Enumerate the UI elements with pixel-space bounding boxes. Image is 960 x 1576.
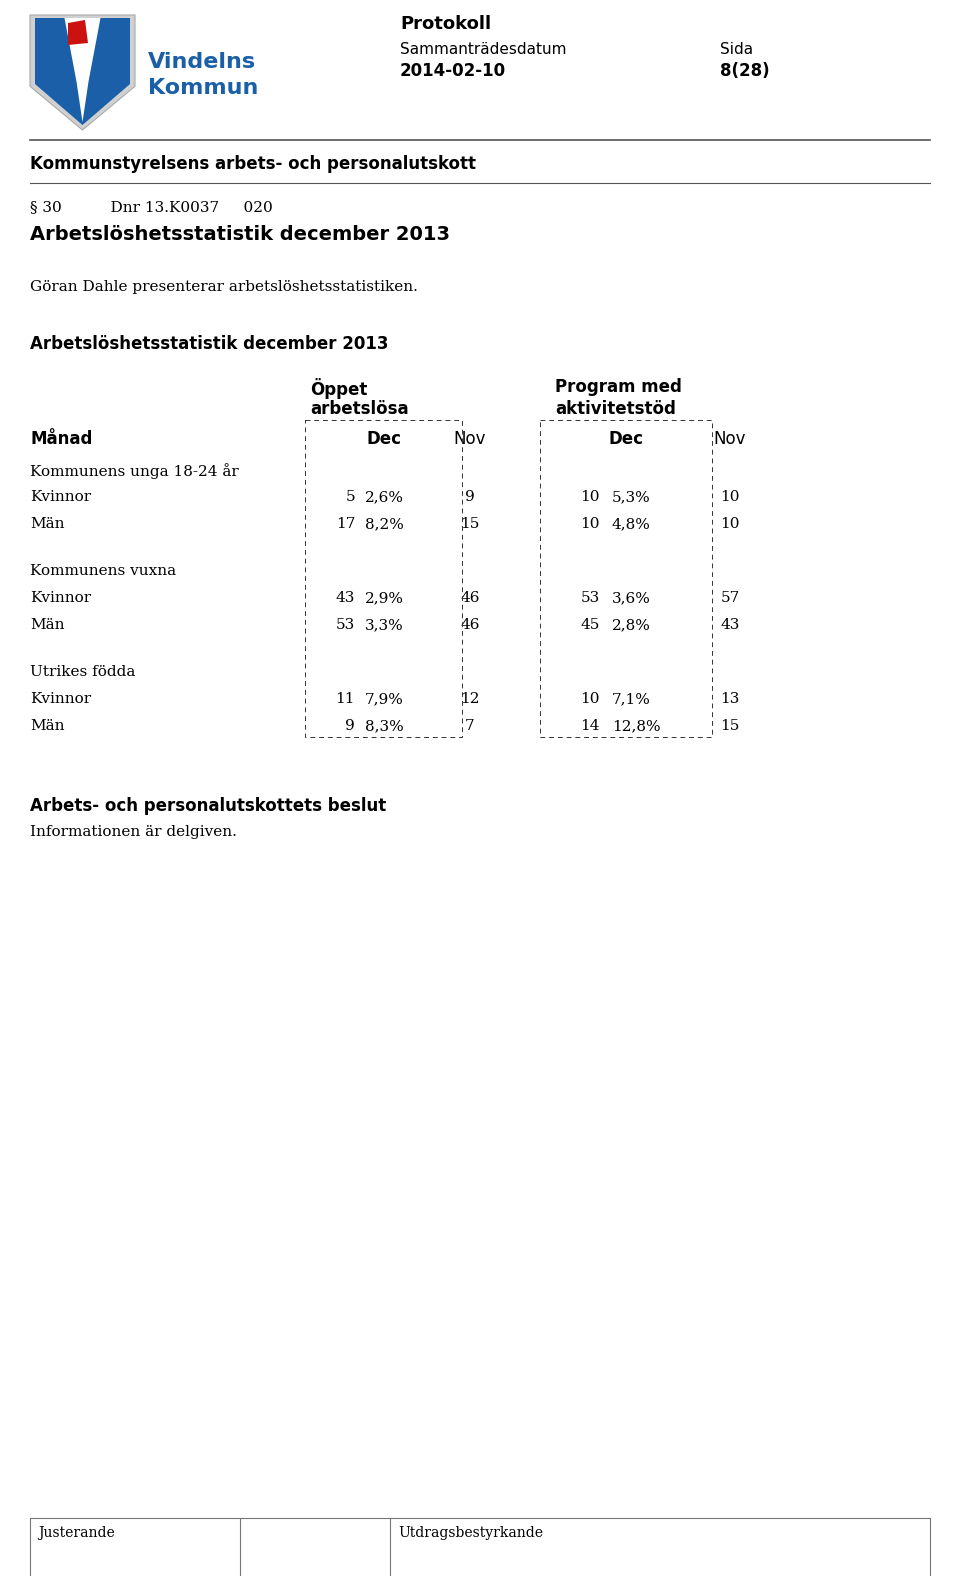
Text: 12,8%: 12,8% [612,719,660,733]
Text: Kvinnor: Kvinnor [30,490,91,504]
Text: Män: Män [30,618,64,632]
Text: Nov: Nov [713,430,746,448]
Text: arbetslösa: arbetslösa [310,400,409,418]
Text: Protokoll: Protokoll [400,16,492,33]
Text: Göran Dahle presenterar arbetslöshetsstatistiken.: Göran Dahle presenterar arbetslöshetssta… [30,281,418,295]
Text: 57: 57 [720,591,739,605]
Text: Kommun: Kommun [148,77,258,98]
Text: 8,3%: 8,3% [365,719,404,733]
Text: 8,2%: 8,2% [365,517,404,531]
Text: 14: 14 [581,719,600,733]
Text: 11: 11 [335,692,355,706]
Text: Öppet: Öppet [310,378,368,399]
Text: 10: 10 [581,490,600,504]
Text: Utrikes födda: Utrikes födda [30,665,135,679]
Text: 8(28): 8(28) [720,61,770,80]
Text: 15: 15 [460,517,480,531]
Text: Kommunstyrelsens arbets- och personalutskott: Kommunstyrelsens arbets- och personaluts… [30,154,476,173]
Text: Kvinnor: Kvinnor [30,692,91,706]
Text: Nov: Nov [454,430,487,448]
Polygon shape [30,16,135,129]
Text: Arbetslöshetsstatistik december 2013: Arbetslöshetsstatistik december 2013 [30,225,450,244]
Circle shape [39,24,65,50]
Text: 43: 43 [720,618,740,632]
Text: 2,9%: 2,9% [365,591,404,605]
Text: 13: 13 [720,692,740,706]
Text: Månad: Månad [30,430,92,448]
Circle shape [39,24,65,50]
Polygon shape [35,17,130,125]
Text: Vindelns: Vindelns [148,52,256,72]
Text: Kommunens unga 18-24 år: Kommunens unga 18-24 år [30,463,239,479]
Text: 9: 9 [346,719,355,733]
Text: 5,3%: 5,3% [612,490,651,504]
Text: 7,1%: 7,1% [612,692,651,706]
Text: 2014-02-10: 2014-02-10 [400,61,506,80]
Text: 10: 10 [581,517,600,531]
Text: 43: 43 [336,591,355,605]
Text: 46: 46 [460,618,480,632]
Text: Justerande: Justerande [38,1526,115,1540]
Text: Informationen är delgiven.: Informationen är delgiven. [30,824,237,838]
Text: 2,8%: 2,8% [612,618,651,632]
Text: Sida: Sida [720,43,754,57]
Text: Program med: Program med [555,378,682,396]
Text: Kvinnor: Kvinnor [30,591,91,605]
Text: 10: 10 [720,490,740,504]
Text: Män: Män [30,719,64,733]
Text: Utdragsbestyrkande: Utdragsbestyrkande [398,1526,543,1540]
Text: 45: 45 [581,618,600,632]
Text: Män: Män [30,517,64,531]
Text: Arbetslöshetsstatistik december 2013: Arbetslöshetsstatistik december 2013 [30,336,389,353]
Text: Dec: Dec [609,430,643,448]
Polygon shape [64,17,101,121]
Text: 10: 10 [581,692,600,706]
Text: Kommunens vuxna: Kommunens vuxna [30,564,176,578]
Text: 2,6%: 2,6% [365,490,404,504]
Bar [540,419,712,738]
Text: 12: 12 [460,692,480,706]
Text: 15: 15 [720,719,740,733]
Text: 17: 17 [336,517,355,531]
Text: Dec: Dec [366,430,401,448]
Bar [305,419,462,738]
Text: 3,6%: 3,6% [612,591,651,605]
Text: 5: 5 [346,490,355,504]
Text: 7: 7 [466,719,475,733]
Text: 10: 10 [720,517,740,531]
Text: 53: 53 [581,591,600,605]
Text: 53: 53 [336,618,355,632]
Text: § 30          Dnr 13.K0037     020: § 30 Dnr 13.K0037 020 [30,200,273,214]
Text: 46: 46 [460,591,480,605]
Text: Arbets- och personalutskottets beslut: Arbets- och personalutskottets beslut [30,797,386,815]
Text: 3,3%: 3,3% [365,618,404,632]
Text: Sammanträdesdatum: Sammanträdesdatum [400,43,566,57]
Text: 7,9%: 7,9% [365,692,404,706]
Text: 4,8%: 4,8% [612,517,651,531]
Text: aktivitetstöd: aktivitetstöd [555,400,676,418]
Text: 9: 9 [466,490,475,504]
Polygon shape [68,20,88,46]
